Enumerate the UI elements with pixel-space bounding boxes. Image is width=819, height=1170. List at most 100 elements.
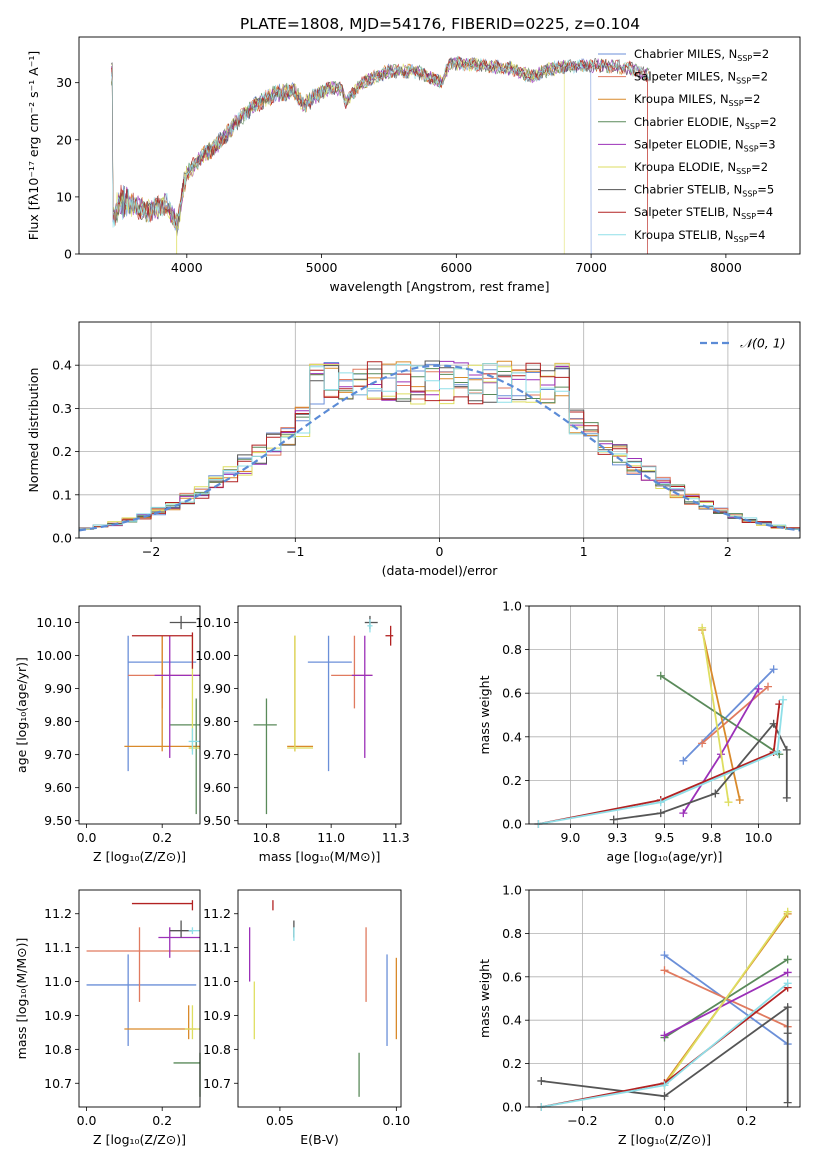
panel-3: 0.0 0.2 9.50 9.60 9.70 9.80 9.90 10.00 10.10 Z [l…: [14, 605, 201, 864]
y-tick-label: 0.4: [502, 1013, 522, 1028]
y-tick-label: 10.8: [203, 1042, 231, 1057]
y-tick-label: 9.80: [44, 714, 72, 729]
x-tick-label: 0.05: [266, 1113, 294, 1128]
y-tick-label: 0.1: [52, 487, 72, 502]
errorbar-point-8: [131, 632, 194, 669]
spectrum-line-4: [111, 56, 650, 226]
y-tick-label: 10.7: [203, 1076, 231, 1091]
panel-7: 0.05 0.10 10.7 10.8 10.9 11.0 11.1 11.2 E(B-V): [203, 889, 410, 1147]
legend-subscript: SSP: [736, 77, 751, 86]
axes-frame: [78, 605, 201, 825]
y-tick-label: 9.80: [203, 714, 231, 729]
y-tick-label: 11.1: [44, 940, 72, 955]
plot-area: [253, 615, 394, 815]
legend-entry: Chabrier ELODIE, NSSP=2: [634, 115, 777, 131]
errorbar-point-9: [188, 927, 200, 935]
x-tick-label: 6000: [440, 260, 472, 275]
errorbar-point-5: [351, 635, 373, 758]
weight-line-2: [701, 686, 769, 744]
weight-marker: [660, 966, 669, 975]
x-tick-label: 8000: [710, 260, 742, 275]
legend-subscript: SSP: [737, 54, 752, 63]
spectrum-line-5: [111, 57, 648, 227]
x-tick-label: 4000: [171, 260, 203, 275]
legend-tail: =4: [749, 228, 766, 242]
errorbar-point-2: [86, 927, 200, 1002]
y-tick-label: 0: [64, 247, 72, 262]
legend-label: Kroupa MILES, N: [634, 92, 729, 106]
y-tick-label: 0.0: [52, 531, 72, 546]
weight-marker: [656, 671, 665, 680]
errorbar-point-3: [124, 635, 200, 752]
axes-frame: [78, 321, 801, 539]
y-tick-label: 10.7: [44, 1076, 72, 1091]
y-tick-label: 9.50: [203, 813, 231, 828]
spectrum-line-2: [111, 56, 648, 255]
y-tick-label: 0.2: [502, 1056, 522, 1071]
weight-line-7: [613, 722, 788, 821]
errorbar-point-4: [169, 698, 200, 815]
weight-marker: [782, 793, 791, 802]
legend-entry: Chabrier STELIB, NSSP=5: [634, 183, 774, 199]
y-tick-label: 9.50: [44, 813, 72, 828]
x-tick-label: 0.0: [77, 1113, 97, 1128]
legend-label: Chabrier STELIB, N: [634, 183, 742, 197]
errorbar-point-1: [307, 635, 352, 772]
weight-marker: [679, 756, 688, 765]
axes-frame: [528, 889, 801, 1108]
x-tick-label: 1: [580, 544, 588, 559]
x-tick-label: −0.2: [567, 1113, 597, 1128]
y-axis-label: age [log₁₀(age/yr)]: [14, 657, 29, 773]
legend-tail: =2: [744, 92, 761, 106]
weight-marker: [783, 955, 792, 964]
y-tick-label: 11.2: [203, 906, 231, 921]
plot-area: [86, 900, 201, 1097]
errorbar-point-7: [169, 920, 193, 938]
axes-frame: [237, 889, 402, 1108]
y-tick-label: 10.10: [36, 615, 72, 630]
axes-frame: [528, 605, 801, 825]
legend-subscript: SSP: [734, 235, 749, 244]
weight-marker: [783, 907, 792, 916]
legend-label: Salpeter ELODIE, N: [634, 137, 744, 151]
weight-marker: [769, 665, 778, 674]
spectrum-line-1: [111, 57, 592, 255]
panel-4: 10.8 11.0 11.3 9.50 9.60 9.70 9.80 9.90 10.00 10.…: [195, 605, 410, 864]
weight-line-9: [538, 699, 784, 825]
x-axis-label: wavelength [Angstrom, rest frame]: [329, 279, 549, 294]
legend-tail: =2: [760, 115, 777, 129]
legend-label: 𝒩(0, 1): [740, 336, 786, 351]
y-tick-label: 0.8: [502, 642, 522, 657]
errorbar-point-2: [331, 635, 373, 709]
weight-marker: [783, 968, 792, 977]
weight-line-5: [664, 971, 789, 1037]
y-tick-label: 1.0: [502, 883, 522, 898]
weight-marker: [783, 979, 792, 988]
legend-subscript: SSP: [744, 144, 759, 153]
weight-marker: [698, 623, 707, 632]
x-axis-label: (data-model)/error: [382, 563, 499, 578]
legend-entry: Chabrier MILES, NSSP=2: [634, 47, 769, 63]
legend-subscript: SSP: [729, 99, 744, 108]
x-tick-label: 0.2: [737, 1113, 757, 1128]
errorbar-point-8: [131, 900, 194, 911]
x-tick-label: −1: [286, 544, 304, 559]
axes-frame: [237, 605, 402, 825]
y-tick-label: 9.70: [44, 747, 72, 762]
y-tick-label: 0.4: [502, 729, 522, 744]
y-tick-label: 10.8: [44, 1042, 72, 1057]
y-tick-label: 0.0: [502, 1100, 522, 1115]
errorbar-point-9: [188, 728, 200, 755]
weight-marker: [779, 695, 788, 704]
plot-area: [534, 623, 791, 828]
spectrum-line-8: [111, 56, 648, 255]
y-tick-label: 10.10: [195, 615, 231, 630]
plot-area: [248, 900, 397, 1097]
x-axis-label: Z [log₁₀(Z/Z⊙)]: [93, 849, 186, 864]
y-tick-label: 9.60: [203, 780, 231, 795]
y-tick-label: 11.1: [203, 940, 231, 955]
legend-label: Chabrier MILES, N: [634, 47, 737, 61]
y-axis-label: mass [log₁₀(M/M⊙)]: [14, 938, 29, 1060]
x-axis-label: Z [log₁₀(Z/Z⊙)]: [618, 1132, 711, 1147]
